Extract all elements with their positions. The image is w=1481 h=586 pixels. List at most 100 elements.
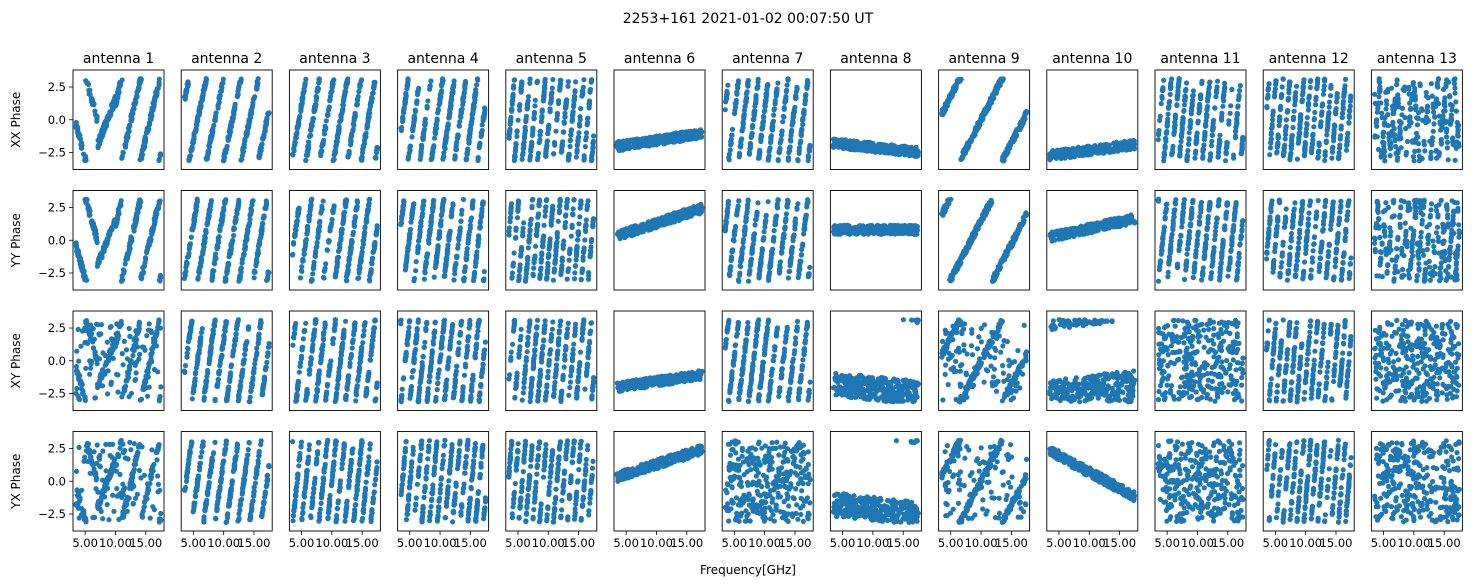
data-point — [1342, 76, 1349, 82]
data-point — [1322, 157, 1328, 163]
data-point — [1179, 125, 1185, 131]
data-point — [480, 115, 486, 121]
data-point — [230, 109, 237, 115]
data-point — [774, 89, 780, 95]
data-point — [539, 109, 545, 115]
data-point — [196, 109, 202, 115]
data-point — [1300, 83, 1307, 89]
data-point — [319, 149, 325, 155]
data-point — [1155, 137, 1161, 143]
data-point — [464, 151, 470, 157]
data-point — [767, 145, 773, 151]
data-point — [563, 100, 569, 106]
data-point — [443, 136, 449, 142]
data-point — [204, 156, 210, 162]
data-point — [1372, 91, 1378, 97]
data-point — [418, 151, 424, 157]
data-point — [332, 149, 338, 155]
data-point — [1238, 151, 1244, 157]
data-point — [903, 144, 909, 150]
data-point — [1379, 115, 1385, 121]
data-point — [758, 133, 764, 139]
data-point — [1312, 109, 1318, 115]
data-point — [1227, 110, 1233, 116]
data-point — [370, 249, 377, 255]
data-point — [1439, 123, 1445, 129]
data-point — [805, 153, 812, 159]
data-point — [1455, 133, 1461, 139]
data-point — [455, 132, 461, 138]
data-point — [1392, 102, 1398, 108]
data-point — [254, 86, 260, 92]
data-point — [348, 136, 354, 142]
data-point — [216, 93, 222, 99]
row-label: XX Phase — [9, 92, 23, 148]
data-point — [1302, 145, 1308, 151]
data-point — [1333, 108, 1339, 114]
data-point — [765, 83, 771, 89]
data-point — [1185, 148, 1191, 154]
data-point — [139, 148, 145, 154]
data-point — [515, 117, 521, 123]
data-point — [1178, 138, 1184, 145]
data-point — [365, 117, 371, 123]
data-point — [200, 92, 206, 98]
data-point — [1294, 156, 1300, 162]
data-point — [798, 132, 805, 138]
data-point — [304, 147, 311, 154]
data-point — [90, 221, 97, 227]
data-point — [1162, 144, 1168, 150]
data-point — [1094, 150, 1100, 156]
data-point — [1233, 124, 1239, 130]
data-point — [315, 85, 321, 91]
data-point — [887, 143, 894, 149]
data-point — [1429, 93, 1435, 99]
data-point — [419, 142, 425, 148]
data-point — [843, 142, 849, 148]
data-point — [235, 206, 241, 212]
data-point — [152, 96, 158, 102]
data-point — [1267, 145, 1273, 151]
data-point — [541, 94, 547, 100]
data-point — [1287, 154, 1293, 160]
data-point — [511, 77, 518, 83]
data-point — [407, 145, 413, 151]
data-point — [1309, 144, 1315, 150]
data-point — [1452, 90, 1458, 96]
data-point — [308, 127, 314, 133]
data-point — [1222, 158, 1229, 164]
data-point — [512, 147, 519, 153]
data-point — [331, 157, 337, 163]
data-point — [785, 77, 791, 83]
data-point — [507, 130, 513, 136]
data-point — [73, 124, 80, 130]
data-point — [1285, 97, 1291, 103]
data-point — [1290, 124, 1296, 131]
data-point — [1449, 103, 1455, 109]
data-point — [1404, 138, 1411, 145]
data-point — [478, 133, 484, 139]
data-point — [1346, 120, 1352, 126]
data-point — [537, 132, 543, 138]
data-point — [534, 157, 541, 163]
data-point — [786, 145, 793, 151]
data-point — [1434, 80, 1440, 86]
data-point — [84, 80, 90, 86]
data-point — [1217, 132, 1223, 138]
data-point — [558, 149, 565, 155]
data-point — [259, 136, 266, 142]
data-point — [1390, 122, 1396, 128]
data-point — [1311, 116, 1317, 122]
column-title: antenna 9 — [948, 51, 1019, 67]
data-point — [757, 149, 763, 155]
data-point — [363, 134, 369, 140]
data-point — [232, 104, 238, 110]
data-point — [1081, 146, 1087, 152]
data-point — [118, 198, 124, 204]
data-point — [971, 130, 977, 136]
data-point — [454, 139, 460, 145]
data-point — [976, 120, 982, 126]
data-point — [144, 247, 150, 253]
panel — [288, 190, 381, 291]
data-point — [758, 138, 764, 145]
